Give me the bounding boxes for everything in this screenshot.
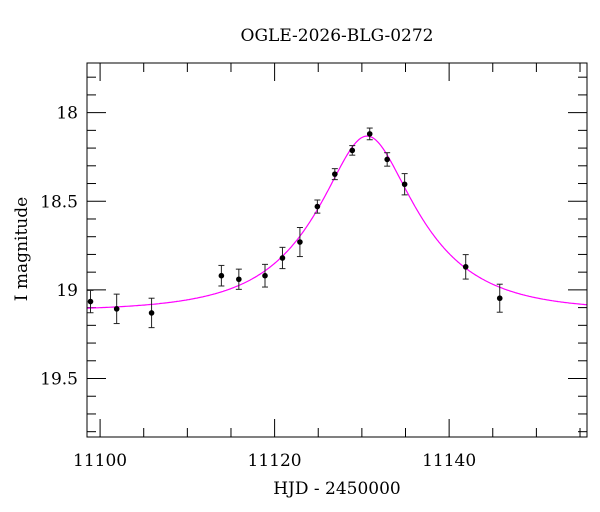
plot-area [86,127,588,329]
data-marker [384,156,390,163]
data-point [148,297,155,329]
data-marker [236,276,242,283]
model-curve [86,135,588,309]
data-marker [297,239,303,245]
y-tick-label: 19 [56,281,78,301]
data-marker [148,310,155,316]
plot-frame [86,62,588,438]
data-point [401,173,408,196]
y-tick-label: 18.5 [40,192,78,212]
data-point [262,263,269,288]
y-tick-label: 18 [56,104,78,124]
data-marker [496,295,503,302]
data-point [331,168,338,181]
data-point [296,226,303,258]
data-point [496,283,503,313]
data-point [384,152,391,167]
data-marker [218,272,225,279]
data-marker [87,298,94,305]
x-tick-label: 11100 [73,451,127,471]
data-marker [366,131,373,137]
data-marker [314,203,321,210]
x-tick-label: 11140 [422,451,476,471]
data-point [235,268,242,290]
data-point [113,293,120,325]
data-point [366,127,373,141]
axis-tick-labels: 11100 11120 11140 18 18.5 19 19.5 [40,104,476,471]
x-axis-label: HJD - 2450000 [273,479,401,499]
data-marker [113,306,120,312]
data-point [462,254,469,280]
data-point [87,289,94,314]
data-marker [462,264,469,270]
data-marker [349,147,356,154]
x-tick-label: 11120 [248,451,302,471]
data-point [279,246,286,270]
y-axis-label: I magnitude [12,197,32,301]
data-marker [279,255,286,261]
data-marker [332,171,338,177]
chart-title: OGLE-2026-BLG-0272 [241,26,434,46]
data-point [314,199,321,214]
y-tick-label: 19.5 [40,370,78,390]
data-marker [262,272,268,279]
data-marker [401,181,408,188]
axis-ticks [87,63,587,437]
data-point [218,264,225,287]
data-point [349,145,356,156]
